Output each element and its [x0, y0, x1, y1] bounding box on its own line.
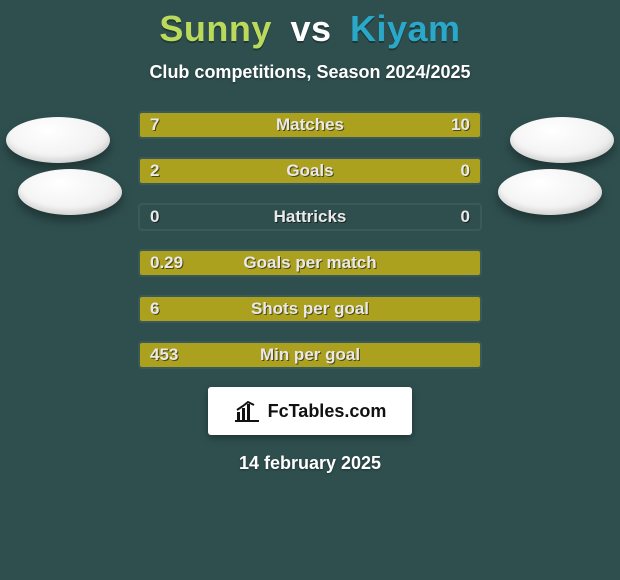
bar-value-right: 10 [451, 113, 470, 137]
bar-row: 0Hattricks0 [138, 203, 482, 231]
player2-avatar-icon [498, 169, 602, 215]
bar-row: 7Matches10 [138, 111, 482, 139]
bar-label: Shots per goal [140, 297, 480, 321]
subtitle: Club competitions, Season 2024/2025 [0, 62, 620, 83]
footer-date: 14 february 2025 [0, 453, 620, 474]
comparison-stage: 7Matches102Goals00Hattricks00.29Goals pe… [0, 111, 620, 369]
bar-value-right: 0 [461, 205, 470, 229]
bar-label: Goals [140, 159, 480, 183]
bar-label: Goals per match [140, 251, 480, 275]
bar-row: 2Goals0 [138, 157, 482, 185]
page-title: Sunny vs Kiyam [0, 0, 620, 50]
brand-chart-icon [234, 400, 260, 422]
bar-row: 0.29Goals per match [138, 249, 482, 277]
player1-name: Sunny [159, 8, 272, 49]
player2-avatar-icon [510, 117, 614, 163]
brand-text: FcTables.com [268, 401, 387, 422]
player2-name: Kiyam [350, 8, 461, 49]
bar-row: 6Shots per goal [138, 295, 482, 323]
comparison-bars: 7Matches102Goals00Hattricks00.29Goals pe… [138, 111, 482, 369]
bar-label: Hattricks [140, 205, 480, 229]
bar-value-right: 0 [461, 159, 470, 183]
vs-text: vs [290, 8, 331, 49]
bar-label: Matches [140, 113, 480, 137]
player1-avatar-icon [18, 169, 122, 215]
bar-label: Min per goal [140, 343, 480, 367]
player1-avatar-icon [6, 117, 110, 163]
brand-badge: FcTables.com [208, 387, 412, 435]
bar-row: 453Min per goal [138, 341, 482, 369]
